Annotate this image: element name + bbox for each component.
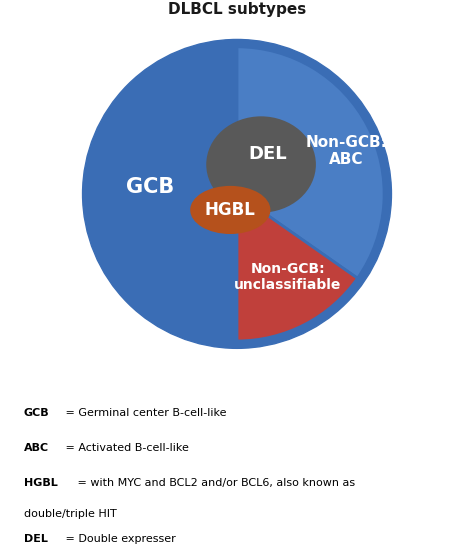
- Text: double/triple HIT: double/triple HIT: [24, 509, 116, 519]
- Text: GCB: GCB: [24, 408, 49, 418]
- Text: HGBL: HGBL: [205, 201, 256, 219]
- Text: DLBCL subtypes: DLBCL subtypes: [168, 2, 306, 17]
- Text: Non-GCB:
unclassifiable: Non-GCB: unclassifiable: [234, 261, 341, 292]
- Text: Non-GCB:
ABC: Non-GCB: ABC: [306, 135, 388, 167]
- Text: = Germinal center B-cell-like: = Germinal center B-cell-like: [62, 408, 226, 418]
- Wedge shape: [237, 47, 384, 278]
- Text: = with MYC and BCL2 and/or BCL6, also known as: = with MYC and BCL2 and/or BCL6, also kn…: [74, 478, 356, 488]
- Wedge shape: [237, 47, 384, 341]
- Text: HGBL: HGBL: [24, 478, 57, 488]
- Ellipse shape: [206, 116, 316, 213]
- Ellipse shape: [190, 186, 271, 234]
- Text: DEL: DEL: [248, 145, 287, 163]
- Wedge shape: [237, 194, 357, 341]
- Text: = Activated B-cell-like: = Activated B-cell-like: [62, 443, 189, 453]
- Text: DEL: DEL: [24, 534, 47, 544]
- Text: GCB: GCB: [126, 177, 174, 197]
- Text: ABC: ABC: [24, 443, 49, 453]
- Text: = Double expresser: = Double expresser: [62, 534, 175, 544]
- Circle shape: [82, 39, 392, 348]
